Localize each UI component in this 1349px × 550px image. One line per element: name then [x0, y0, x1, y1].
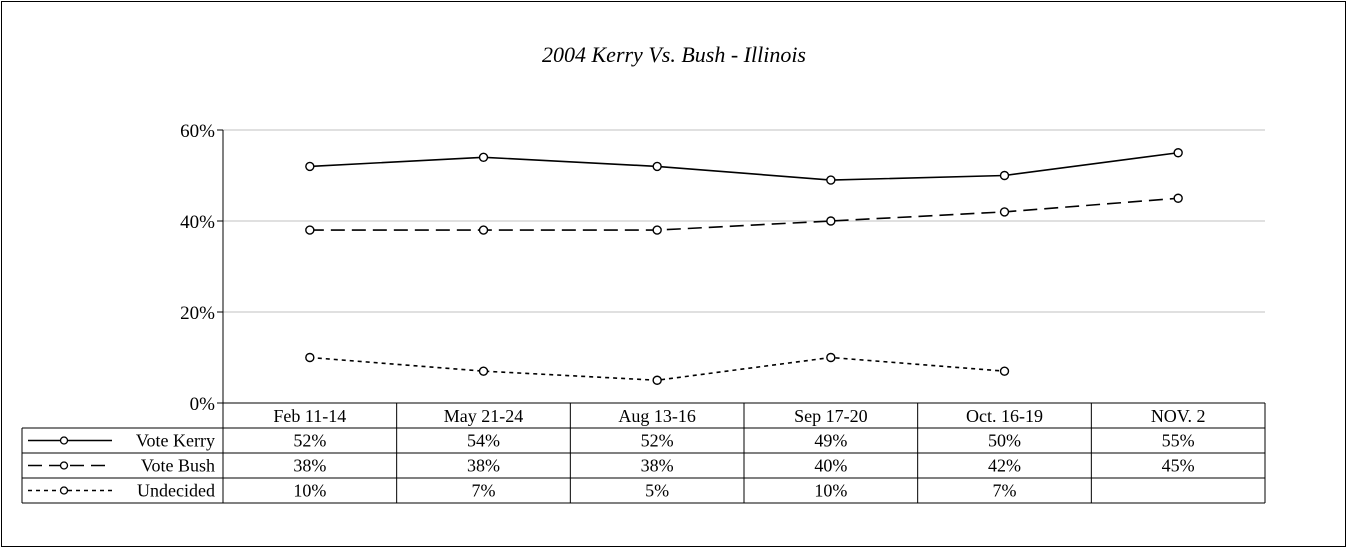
y-tick-label: 40% [180, 212, 215, 233]
data-point [826, 216, 836, 226]
legend-key-marker [59, 461, 69, 470]
data-label: 49% [814, 431, 847, 451]
data-point [999, 170, 1010, 181]
data-label: 7% [993, 481, 1017, 501]
data-point [1173, 193, 1183, 203]
legend-label: Undecided [137, 481, 215, 501]
chart-title: 2004 Kerry Vs. Bush - Illinois [542, 42, 806, 67]
data-label: 52% [641, 431, 674, 451]
legend-key-marker [59, 436, 69, 445]
data-label: 10% [293, 481, 326, 501]
legend-key-marker [59, 486, 69, 495]
data-label: 52% [293, 431, 326, 451]
data-label: 55% [1162, 431, 1195, 451]
data-label: 5% [645, 481, 669, 501]
data-point [305, 161, 315, 172]
data-point [478, 152, 489, 163]
data-label: 38% [467, 456, 500, 476]
data-label: 38% [641, 456, 674, 476]
x-category-label: May 21-24 [444, 406, 524, 426]
data-point [999, 366, 1010, 376]
y-tick-label: 20% [180, 303, 215, 324]
data-point [652, 161, 662, 172]
data-point [652, 375, 662, 385]
y-tick-label: 0% [190, 394, 216, 415]
data-label: 7% [472, 481, 496, 501]
data-point [652, 225, 662, 235]
legend-label: Vote Bush [141, 456, 215, 476]
data-label: 45% [1162, 456, 1195, 476]
data-point [1173, 148, 1183, 158]
data-label: 42% [988, 456, 1021, 476]
legend-label: Vote Kerry [136, 431, 215, 451]
x-category-label: Oct. 16-19 [966, 406, 1043, 426]
data-point [305, 352, 315, 363]
x-category-label: NOV. 2 [1151, 406, 1206, 426]
x-category-label: Aug 13-16 [618, 406, 696, 426]
data-label: 50% [988, 431, 1021, 451]
data-label: 10% [814, 481, 847, 501]
data-point [305, 225, 315, 235]
series-line [309, 197, 1179, 231]
data-point [999, 207, 1010, 217]
data-point [478, 366, 489, 376]
x-category-label: Sep 17-20 [794, 406, 868, 426]
plot-area: 0% 20% 40% 60% Feb 11-14 May 21-24 Aug 13-16 Se… [21, 121, 1266, 504]
data-point [826, 352, 836, 363]
y-tick-label: 60% [180, 121, 215, 142]
data-label: 54% [467, 431, 500, 451]
x-category-label: Feb 11-14 [273, 406, 346, 426]
series-line [309, 151, 1179, 181]
data-label: 38% [293, 456, 326, 476]
data-point [478, 225, 489, 235]
data-point [826, 175, 836, 185]
data-label: 40% [814, 456, 847, 476]
